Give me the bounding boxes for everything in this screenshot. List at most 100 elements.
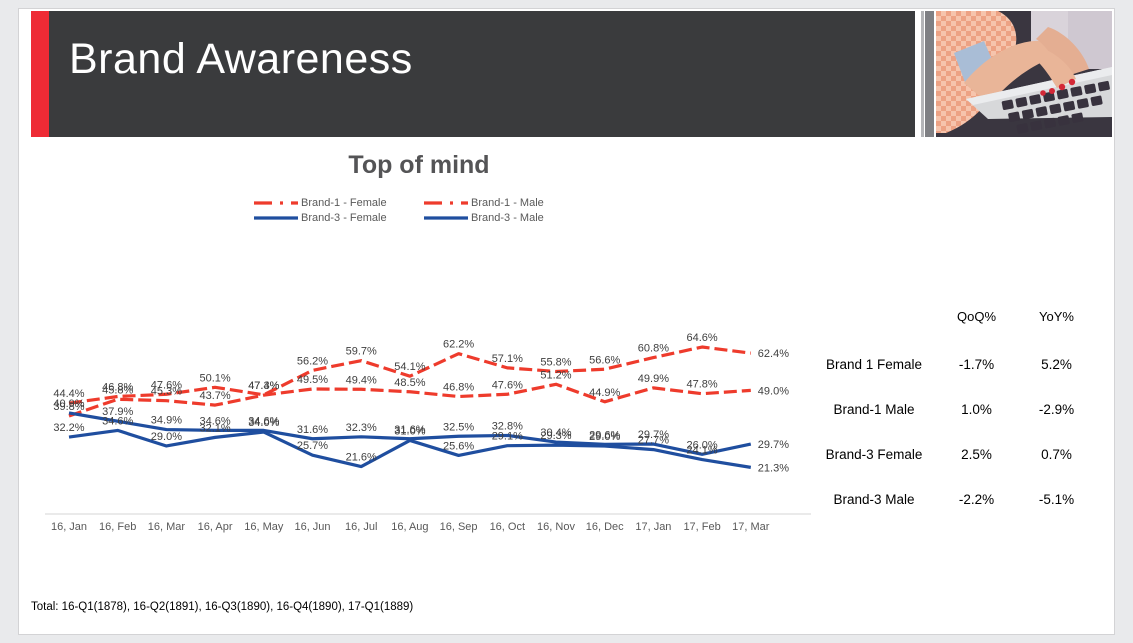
- x-tick-label: 16, Apr: [198, 521, 233, 533]
- data-label-brand-1-male: 43.7%: [199, 390, 230, 402]
- table-qoq-value-brand-3-male: -2.2%: [958, 492, 995, 507]
- data-label-brand-3-male: 24.1%: [686, 445, 717, 457]
- data-label-brand-1-female: 55.8%: [540, 356, 571, 368]
- header-gap: [934, 11, 936, 137]
- data-label-brand-1-female: 57.1%: [492, 353, 523, 365]
- data-label-brand-3-female: 30.4%: [540, 427, 571, 439]
- data-label-brand-3-female: 34.6%: [199, 415, 230, 427]
- legend-label: Brand-3 - Female: [301, 212, 387, 224]
- data-label-brand-1-female: 47.6%: [151, 379, 182, 391]
- data-label-brand-1-male: 47.3%: [248, 380, 279, 392]
- legend-swatch-brand-3-female-icon: [254, 216, 298, 220]
- data-label-brand-1-female: 64.6%: [686, 332, 717, 344]
- chart-legend: Brand-1 - Female Brand-1 - Male Brand-3 - …: [79, 197, 759, 224]
- data-label-brand-3-female: 40.9%: [53, 398, 84, 410]
- table-qoq-value-brand-3-female: 2.5%: [961, 447, 992, 462]
- data-label-brand-1-female: 59.7%: [346, 346, 377, 358]
- table-yoy-value-brand-1-male: -2.9%: [1038, 402, 1075, 417]
- data-label-brand-1-male: 44.9%: [589, 387, 620, 399]
- legend-label: Brand-1 - Female: [301, 197, 387, 209]
- data-label-brand-3-male: 27.7%: [638, 435, 669, 447]
- header-accent-bar: [31, 11, 49, 137]
- table-qoq-value-brand-1-male: 1.0%: [961, 402, 992, 417]
- data-label-brand-1-male: 49.9%: [638, 373, 669, 385]
- legend-label: Brand-1 - Male: [471, 197, 544, 209]
- data-label-brand-3-male: 34.0%: [248, 417, 279, 429]
- x-tick-label: 16, Jan: [51, 521, 87, 533]
- data-label-brand-3-female: 26.0%: [686, 439, 717, 451]
- data-label-brand-3-female: 32.8%: [492, 420, 523, 432]
- data-label-brand-1-female: 50.1%: [199, 372, 230, 384]
- totals-footnote: Total: 16-Q1(1878), 16-Q2(1891), 16-Q3(1…: [31, 601, 414, 613]
- legend-item-brand-3-female: Brand-3 - Female: [254, 212, 414, 224]
- header: Brand Awareness: [31, 11, 1112, 137]
- series-line-brand-3-male: [68, 428, 752, 469]
- qoq-column-header: QoQ%: [956, 308, 996, 324]
- data-label-brand-1-female: 60.8%: [638, 343, 669, 355]
- data-label-brand-3-male: 32.2%: [53, 422, 84, 434]
- header-photo: [936, 11, 1112, 137]
- x-tick-label: 16, Jul: [345, 521, 377, 533]
- data-label-brand-3-female: 34.6%: [248, 415, 279, 427]
- data-label-brand-3-female: 29.7%: [638, 429, 669, 441]
- data-label-brand-3-female: 31.6%: [394, 424, 425, 436]
- data-label-brand-3-female: 31.6%: [297, 424, 328, 436]
- data-label-brand-3-female: 34.9%: [151, 415, 182, 427]
- series-line-brand-1-female: [68, 345, 751, 405]
- data-label-brand-1-male: 46.8%: [443, 381, 474, 393]
- chart-title: Top of mind: [348, 151, 490, 179]
- data-label-brand-1-male: 49.0%: [758, 385, 789, 397]
- data-label-brand-3-male: 29.3%: [540, 430, 571, 442]
- legend-item-brand-1-female: Brand-1 - Female: [254, 197, 414, 209]
- x-tick-label: 16, Oct: [490, 521, 525, 533]
- data-label-brand-3-male: 25.6%: [443, 440, 474, 452]
- legend-item-brand-1-male: Brand-1 - Male: [424, 197, 584, 209]
- x-tick-label: 16, May: [244, 521, 284, 533]
- series-line-brand-3-female: [68, 411, 752, 456]
- table-yoy-value-brand-3-female: 0.7%: [1041, 447, 1072, 462]
- data-label-brand-1-female: 54.1%: [394, 361, 425, 373]
- data-label-brand-1-male: 39.8%: [53, 401, 84, 413]
- header-title-band: Brand Awareness: [49, 11, 915, 137]
- table-yoy-value-brand-3-male: -5.1%: [1038, 492, 1075, 507]
- x-tick-label: 16, Jun: [294, 521, 330, 533]
- data-label-brand-3-female: 29.7%: [758, 439, 789, 451]
- legend-label: Brand-3 - Male: [471, 212, 544, 224]
- slide: Brand Awareness: [18, 8, 1115, 635]
- yoy-column-header: YoY%: [1039, 308, 1074, 324]
- x-tick-label: 16, Mar: [148, 521, 186, 533]
- table-row-label-brand-1-female: Brand 1 Female: [825, 357, 923, 372]
- data-label-brand-1-male: 47.8%: [686, 379, 717, 391]
- data-label-brand-1-male: 45.8%: [102, 384, 133, 396]
- data-label-brand-1-male: 47.6%: [492, 379, 523, 391]
- x-tick-label: 16, Dec: [586, 521, 624, 533]
- data-label-brand-1-female: 56.2%: [297, 355, 328, 367]
- data-label-brand-1-female: 62.2%: [443, 339, 474, 351]
- legend-swatch-brand-1-female-icon: [254, 201, 298, 205]
- x-tick-label: 16, Aug: [391, 521, 428, 533]
- data-label-brand-3-female: 32.3%: [346, 422, 377, 434]
- data-label-brand-3-male: 34.6%: [102, 415, 133, 427]
- table-row-label-brand-3-female: Brand-3 Female: [825, 447, 923, 462]
- table-yoy-value-brand-1-female: 5.2%: [1041, 357, 1072, 372]
- data-label-brand-3-male: 29.1%: [492, 431, 523, 443]
- data-label-brand-3-male: 29.0%: [589, 431, 620, 443]
- data-label-brand-3-male: 21.3%: [758, 462, 789, 474]
- x-tick-label: 17, Jan: [635, 521, 671, 533]
- table-qoq-value-brand-1-female: -1.7%: [958, 357, 995, 372]
- table-row-label-brand-1-male: Brand-1 Male: [833, 402, 915, 417]
- data-label-brand-3-male: 25.7%: [297, 440, 328, 452]
- data-label-brand-3-female: 32.5%: [443, 421, 474, 433]
- data-label-brand-3-female: 29.6%: [589, 429, 620, 441]
- data-label-brand-3-male: 32.1%: [199, 422, 230, 434]
- data-label-brand-1-female: 46.8%: [102, 381, 133, 393]
- data-label-brand-1-female: 47.4%: [248, 380, 279, 392]
- table-row-label-brand-3-male: Brand-3 Male: [833, 492, 915, 507]
- data-label-brand-3-female: 37.9%: [102, 406, 133, 418]
- series-line-brand-1-male: [68, 382, 751, 418]
- legend-swatch-brand-3-male-icon: [424, 216, 468, 220]
- x-tick-label: 17, Mar: [732, 521, 770, 533]
- data-label-brand-1-male: 48.5%: [394, 377, 425, 389]
- data-label-brand-3-male: 31.0%: [394, 425, 425, 437]
- legend-grid: Brand-1 - Female Brand-1 - Male Brand-3 - …: [254, 197, 584, 224]
